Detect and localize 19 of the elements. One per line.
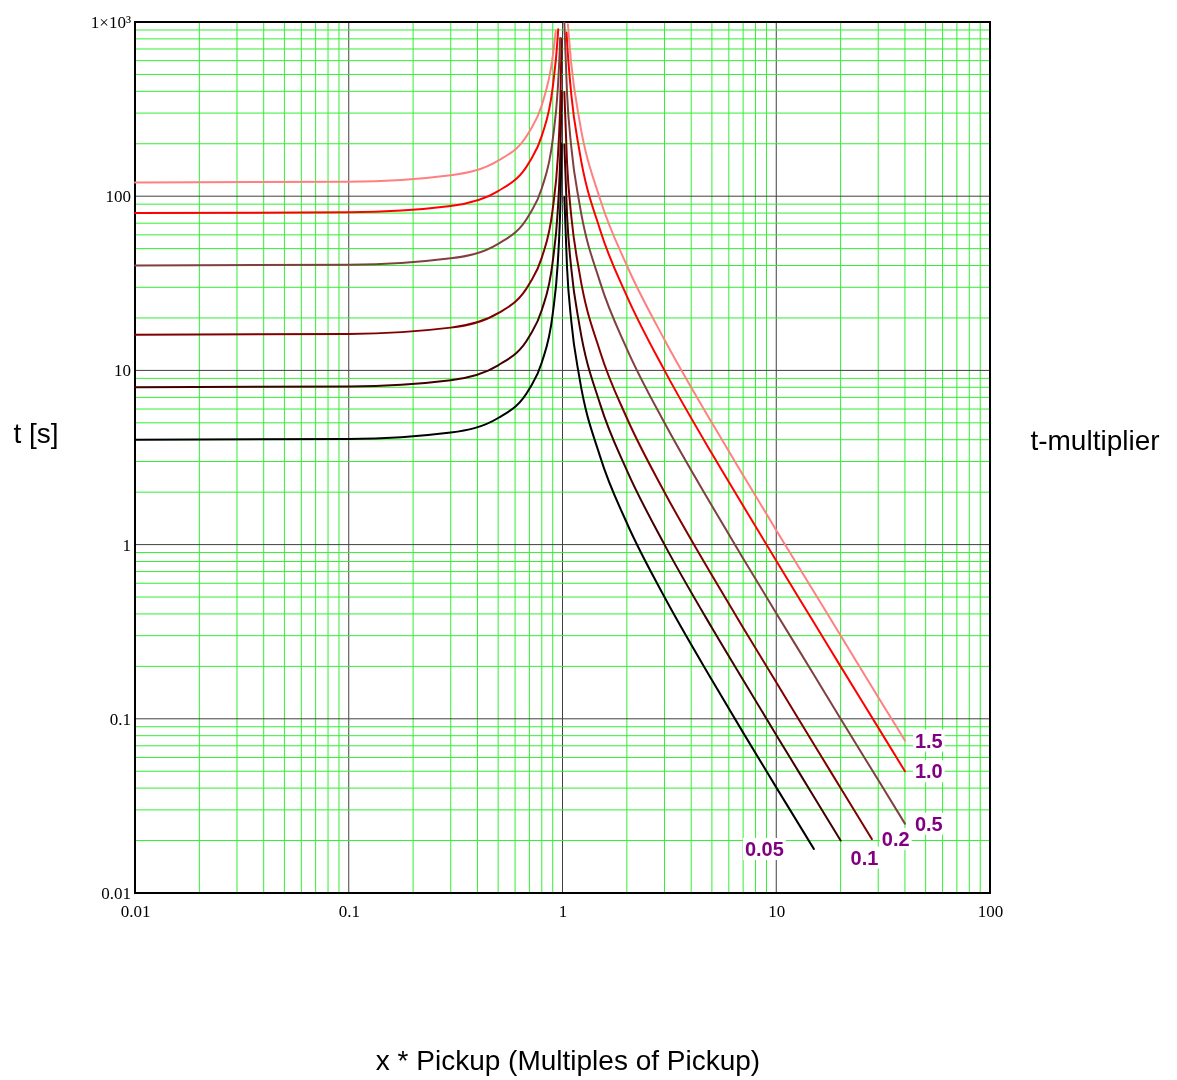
x-tick-label: 0.1 [338, 902, 360, 922]
x-tick-label: 1 [558, 902, 568, 922]
series-label: 1.0 [914, 760, 943, 783]
y-tick-label: 100 [105, 187, 131, 207]
y-tick-label: 1 [122, 535, 131, 555]
x-axis-title: x * Pickup (Multiples of Pickup) [375, 1045, 761, 1076]
series-label: 0.5 [914, 812, 943, 835]
legend-title: t-multiplier [1030, 425, 1160, 456]
y-tick-label: 10 [114, 361, 131, 381]
series-label: 1.5 [914, 729, 943, 752]
series-label: 0.2 [881, 828, 910, 851]
y-axis-title: t [s] [13, 418, 59, 449]
y-tick-label: 1×10³ [90, 12, 131, 32]
y-tick-label: 0.1 [109, 709, 131, 729]
y-tick-label: 0.01 [101, 883, 131, 903]
x-tick-label: 100 [977, 902, 1004, 922]
x-tick-label: 10 [768, 902, 786, 922]
series-label: 0.1 [850, 846, 879, 869]
series-label: 0.05 [744, 837, 784, 860]
